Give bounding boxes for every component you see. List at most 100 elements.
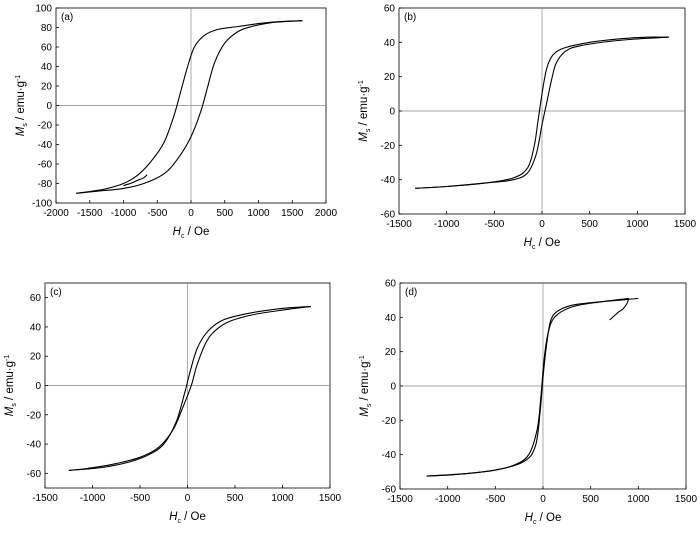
y-tick-label: -20 [27,410,42,421]
x-tick-label: -1000 [434,219,460,230]
hysteresis-curve-3 [609,298,630,321]
y-tick-label: -40 [382,450,397,461]
y-tick-label: -20 [38,121,53,132]
panel-b: -1500 -1000 -500 0 500 1000 1500 -60 -40 -20 0 20 40… [358,4,697,252]
y-tick-label: 40 [384,38,396,49]
y-tick-label: 0 [389,107,395,118]
x-tick-label: -2000 [43,208,69,219]
y-tick-label: -80 [38,179,53,190]
hysteresis-curve-2 [426,297,629,477]
x-axis-subscript: c [181,233,185,240]
x-tick-label: -500 [130,493,150,504]
y-tick-label: -40 [27,440,42,451]
x-tick-label: 500 [227,493,244,504]
y-tick-label: 40 [30,322,42,333]
x-axis-unit: / Oe [184,226,209,238]
x-axis-unit: / Oe [536,512,561,524]
y-tick-label: 20 [385,347,397,358]
y-tick-label: 0 [46,101,52,112]
y-tick-label: -60 [382,485,397,496]
y-axis-superscript: -1 [358,80,365,86]
y-tick-label: -40 [38,140,53,151]
y-tick-label: 80 [41,23,53,34]
y-tick-label: -60 [381,210,396,221]
x-tick-label: 1500 [319,493,342,504]
y-axis-subscript: s [365,128,372,132]
y-axis-superscript: -1 [15,75,22,81]
x-tick-label: 500 [216,208,233,219]
y-tick-label: 100 [35,4,52,15]
y-axis-superscript: -1 [4,355,11,361]
y-tick-label: -60 [38,160,53,171]
y-tick-label: 20 [41,82,53,93]
y-axis-unit: / emu·g [358,86,370,128]
x-tick-label: 1000 [247,208,270,219]
x-tick-label: -500 [147,208,167,219]
x-tick-label: 500 [582,494,599,505]
x-tick-label: 1000 [271,493,294,504]
hysteresis-curve-2 [68,305,312,471]
panel-a: -2000 -1500 -1000 -500 0 500 1000 1500 2000-100-… [15,4,338,241]
y-axis-symbol: M [4,406,16,416]
hysteresis-curve-3 [123,174,148,187]
panel-label: (c) [50,287,62,298]
x-tick-label: -1500 [32,493,58,504]
y-tick-label: 60 [41,43,53,54]
y-tick-label: 60 [30,293,42,304]
x-axis-label: Hc / Oe [525,512,562,526]
x-axis-label: Hc / Oe [173,226,210,240]
x-tick-label: 0 [540,494,546,505]
y-tick-label: -60 [27,469,42,480]
x-axis-symbol: H [173,226,182,238]
y-tick-label: -100 [32,199,52,210]
y-tick-label: 60 [385,279,397,290]
x-axis-label: Hc / Oe [169,511,206,525]
x-tick-label: -1500 [77,208,103,219]
y-tick-label: 40 [41,62,53,73]
y-tick-label: 0 [390,382,396,393]
x-tick-label: 1000 [627,494,650,505]
x-tick-label: -1000 [435,494,461,505]
y-tick-label: 20 [384,72,396,83]
x-tick-label: 0 [188,208,194,219]
x-tick-label: 1500 [675,494,698,505]
x-tick-label: 0 [185,493,191,504]
x-axis-symbol: H [525,512,534,524]
panel-c: -1500 -1000 -500 0 500 1000 1500 -60 -40 -20 0 20 40… [4,282,342,525]
y-axis-symbol: M [15,126,27,136]
y-axis-label: Ms / emu·g-1 [4,355,18,417]
hysteresis-curve-2 [415,36,669,189]
y-axis-subscript: s [11,403,18,407]
panel-d: -1500 -1000 -500 0 500 1000 1500 -60 -40 -20 0 20 40… [359,279,698,527]
x-axis-label: Hc / Oe [524,237,561,251]
x-tick-label: -1500 [387,494,413,505]
hysteresis-curve-1 [426,297,639,477]
panel-label: (a) [61,12,73,23]
x-tick-label: -1000 [80,493,106,504]
y-axis-unit: / emu·g [4,361,16,403]
y-axis-unit: / emu·g [15,81,27,123]
x-axis-subscript: c [532,244,536,251]
y-tick-label: -20 [382,416,397,427]
x-tick-label: -500 [485,494,505,505]
x-axis-subscript: c [533,519,537,526]
x-tick-label: 1500 [281,208,304,219]
x-tick-label: 2000 [315,208,338,219]
x-tick-label: -1500 [386,219,412,230]
x-tick-label: 0 [539,219,545,230]
y-axis-superscript: -1 [359,355,366,361]
hysteresis-curve-1 [68,305,312,471]
hysteresis-curve-2 [76,20,303,194]
y-tick-label: 40 [385,313,397,324]
x-tick-label: -500 [484,219,504,230]
panel-label: (b) [404,12,416,23]
y-tick-label: -20 [381,141,396,152]
x-axis-symbol: H [169,511,178,523]
x-tick-label: 1000 [626,219,649,230]
x-axis-unit: / Oe [535,237,560,249]
y-tick-label: -40 [381,175,396,186]
y-tick-label: 20 [30,352,42,363]
y-tick-label: 60 [384,4,396,15]
x-tick-label: -1000 [111,208,137,219]
